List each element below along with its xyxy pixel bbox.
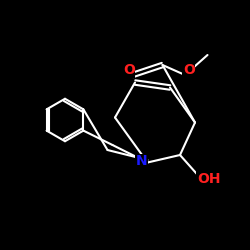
Text: O: O <box>183 63 195 77</box>
Text: O: O <box>123 63 135 77</box>
Text: OH: OH <box>197 172 220 186</box>
Text: N: N <box>136 154 147 168</box>
